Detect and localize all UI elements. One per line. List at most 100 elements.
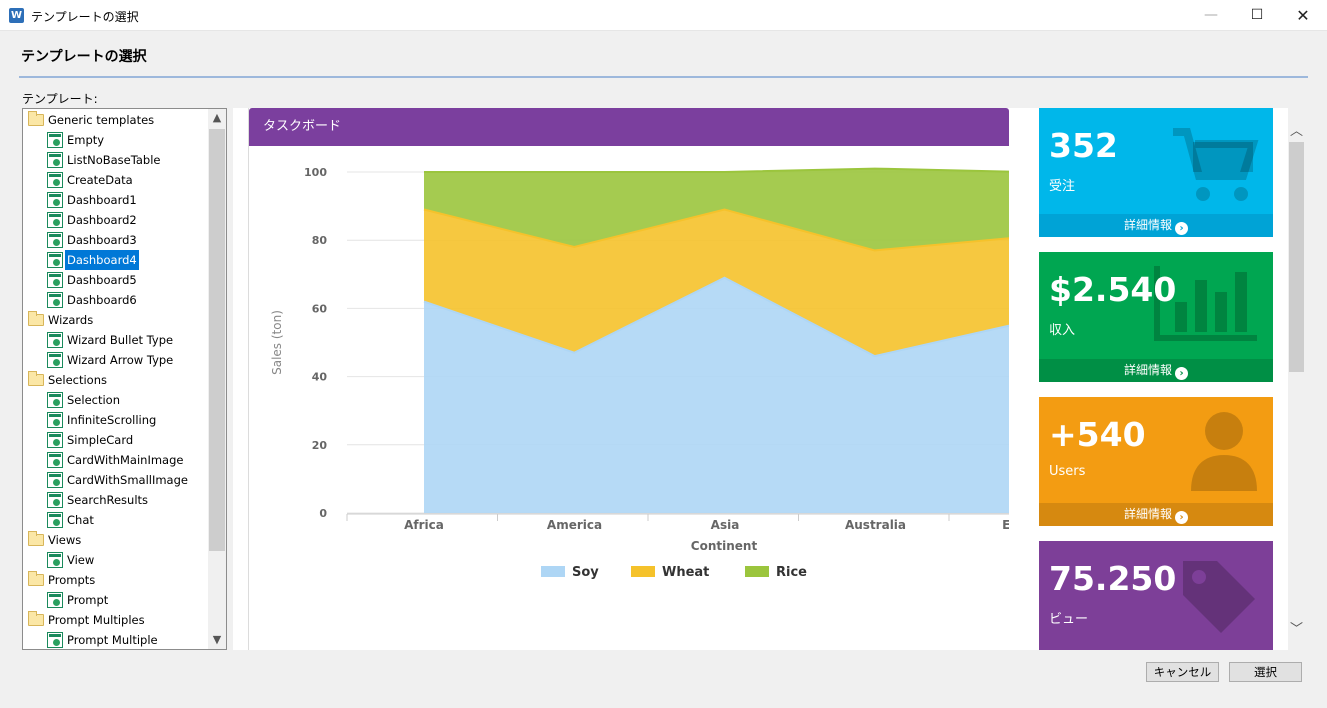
tile-value: +540 <box>1049 415 1146 454</box>
cart-icon <box>1173 128 1259 207</box>
preview-scrollbar[interactable]: ︿ ﹀ <box>1288 108 1305 650</box>
template-icon <box>47 512 63 528</box>
template-label: テンプレート: <box>22 92 98 106</box>
panel-title: タスクボード <box>249 108 1009 146</box>
series-line-rice <box>424 167 1009 173</box>
arrow-circle-right-icon: › <box>1175 367 1188 380</box>
template-icon <box>47 492 63 508</box>
preview-scroll-thumb[interactable] <box>1289 142 1304 372</box>
close-button[interactable]: ✕ <box>1296 6 1310 25</box>
tree-template-item[interactable]: Wizard Bullet Type <box>23 330 207 350</box>
tree-template-item[interactable]: SearchResults <box>23 490 207 510</box>
chevron-down-icon[interactable]: ﹀ <box>1289 622 1303 637</box>
area-chart: 0 20 40 60 80 100 Africa America Asia Australia Eu… <box>270 166 1009 580</box>
area-series-soy <box>424 277 1009 513</box>
tree-template-item[interactable]: Selection <box>23 390 207 410</box>
tree-template-item[interactable]: Prompt Multiple <box>23 630 207 649</box>
template-icon <box>47 632 63 648</box>
maximize-button[interactable]: ☐ <box>1250 7 1264 23</box>
tree-folder[interactable]: Generic templates <box>23 110 207 130</box>
folder-icon <box>28 111 44 126</box>
user-icon <box>1189 411 1259 496</box>
tree-scrollbar[interactable]: ▲ ▼ <box>208 109 226 649</box>
template-icon <box>47 392 63 408</box>
stat-tile: 352 受注 詳細情報 › <box>1039 108 1273 237</box>
tree-template-item[interactable]: View <box>23 550 207 570</box>
tree-template-item[interactable]: Chat <box>23 510 207 530</box>
template-icon <box>47 252 63 268</box>
folder-icon <box>28 611 44 626</box>
scroll-down-arrow-icon[interactable]: ▼ <box>212 633 222 646</box>
template-icon <box>47 232 63 248</box>
y-tick-label: 40 <box>312 371 328 384</box>
tile-value: 352 <box>1049 126 1118 165</box>
template-tree[interactable]: Prompt Multiple Prompt Multiples Prompt Pro… <box>22 108 227 650</box>
tree-scroll-thumb[interactable] <box>209 129 225 551</box>
tree-template-item[interactable]: Empty <box>23 130 207 150</box>
legend-swatch-wheat <box>631 566 655 577</box>
tree-folder[interactable]: Selections <box>23 370 207 390</box>
tree-folder[interactable]: Views <box>23 530 207 550</box>
template-icon <box>47 272 63 288</box>
tree-item-label: CardWithMainImage <box>67 453 184 467</box>
bar-chart-icon <box>1153 266 1259 345</box>
series-line-soy <box>423 276 1009 358</box>
tree-template-item[interactable]: Wizard Arrow Type <box>23 350 207 370</box>
tree-template-item[interactable]: Dashboard3 <box>23 230 207 250</box>
tree-item-label: Dashboard3 <box>67 233 137 247</box>
details-link-label: 詳細情報 <box>1123 218 1172 232</box>
tree-template-item[interactable]: ListNoBaseTable <box>23 150 207 170</box>
stat-tile: $2.540 収入 詳細情報 › <box>1039 252 1273 382</box>
tree-template-item[interactable]: Dashboard5 <box>23 270 207 290</box>
task-board-panel: タスクボード 0 20 40 60 80 100 Africa America Asia Aust… <box>248 108 1009 650</box>
x-tick-label: Asia <box>711 518 740 532</box>
tree-template-item[interactable]: Dashboard2 <box>23 210 207 230</box>
tree-folder[interactable]: Prompt Multiples <box>23 610 207 630</box>
tile-details-link[interactable]: 詳細情報 › <box>1039 503 1273 526</box>
tree-template-item[interactable]: CreateData <box>23 170 207 190</box>
tree-item-label: Prompt Multiple <box>67 633 158 647</box>
tile-details-link[interactable]: 詳細情報 › <box>1039 214 1273 237</box>
tree-item-label: Empty <box>67 133 105 147</box>
template-icon <box>47 212 63 228</box>
tree-item-label: Prompts <box>48 573 96 587</box>
x-tick-label: Australia <box>845 518 906 532</box>
template-preview: タスクボード 0 20 40 60 80 100 Africa America Asia Aust… <box>233 108 1288 650</box>
cancel-button[interactable]: キャンセル <box>1146 662 1219 682</box>
folder-icon <box>28 311 44 326</box>
tree-template-item[interactable]: Dashboard4 <box>23 250 207 270</box>
template-icon <box>47 472 63 488</box>
title-bar: W テンプレートの選択 — ☐ ✕ <box>0 0 1327 31</box>
tree-item-label: Wizard Arrow Type <box>67 353 174 367</box>
area-series-rice <box>424 168 1009 251</box>
tree-template-item[interactable]: CardWithMainImage <box>23 450 207 470</box>
select-button[interactable]: 選択 <box>1229 662 1302 682</box>
template-icon <box>47 352 63 368</box>
tile-details-link[interactable]: 詳細情報 › <box>1039 359 1273 382</box>
chevron-up-icon[interactable]: ︿ <box>1289 124 1303 139</box>
tree-folder[interactable]: Prompts <box>23 570 207 590</box>
app-icon: W <box>9 8 24 23</box>
tree-folder[interactable]: Wizards <box>23 310 207 330</box>
tree-template-item[interactable]: Prompt <box>23 590 207 610</box>
stat-tile: +540 Users 詳細情報 › <box>1039 397 1273 526</box>
tile-value: $2.540 <box>1049 270 1177 309</box>
x-tick-label: Europe <box>1002 518 1009 532</box>
tree-item-label: InfiniteScrolling <box>67 413 157 427</box>
folder-icon <box>28 571 44 586</box>
template-icon <box>47 592 63 608</box>
tree-template-item[interactable]: CardWithSmallImage <box>23 470 207 490</box>
tree-item-label: Chat <box>67 513 94 527</box>
tree-template-item[interactable]: SimpleCard <box>23 430 207 450</box>
legend-label: Soy <box>572 565 599 580</box>
tree-template-item[interactable]: InfiniteScrolling <box>23 410 207 430</box>
y-tick-label: 100 <box>304 166 327 179</box>
tree-template-item[interactable]: Dashboard1 <box>23 190 207 210</box>
tree-template-item[interactable]: Dashboard6 <box>23 290 207 310</box>
tree-item-label: Dashboard4 <box>65 250 139 270</box>
template-icon <box>47 332 63 348</box>
minimize-button[interactable]: — <box>1204 7 1218 23</box>
tree-item-label: Selection <box>67 393 120 407</box>
tree-item-label: ListNoBaseTable <box>67 153 161 167</box>
scroll-up-arrow-icon[interactable]: ▲ <box>212 111 222 124</box>
